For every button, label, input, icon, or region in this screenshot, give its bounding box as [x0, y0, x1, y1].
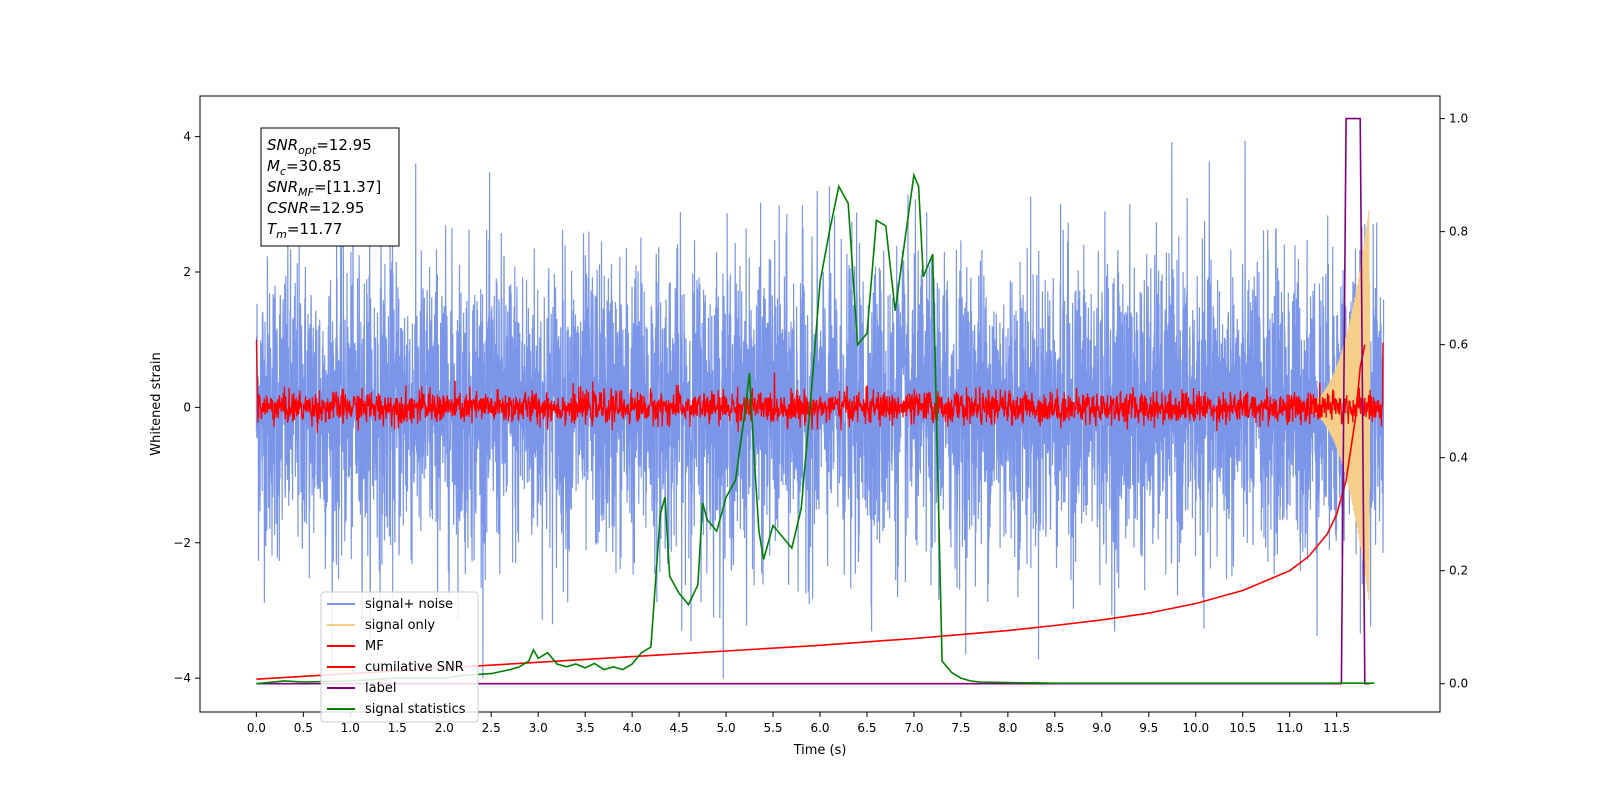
y-axis-label: Whitened strain	[149, 352, 164, 455]
series-signal-statistics	[256, 172, 1375, 685]
y-tick-right-label: 0.0	[1449, 677, 1468, 691]
x-tick-label: 0.5	[294, 721, 313, 735]
y-tick-left-label: 4	[183, 130, 191, 144]
legend-frame	[320, 591, 479, 723]
legend-label: signal only	[365, 618, 435, 633]
annotation-frame	[260, 127, 400, 247]
x-tick-label: 10.0	[1182, 721, 1209, 735]
legend-label: cumilative SNR	[365, 660, 464, 675]
x-tick-label: 3.5	[576, 721, 595, 735]
y-tick-left-label: −4	[173, 671, 191, 685]
annotation-line: SNRMF=[11.37]	[267, 178, 381, 199]
x-tick-label: 9.5	[1139, 721, 1158, 735]
y-tick-right-label: 0.6	[1449, 338, 1468, 352]
x-tick-label: 5.0	[717, 721, 736, 735]
y-tick-left-label: −2	[173, 536, 191, 550]
y-tick-left-label: 2	[183, 265, 191, 279]
axes-ticks: 0.0 0.5 1.0 1.5 2.0 2.5 3.0 3.5 4.0 4.5 5.0 5.5 6.0 6…	[173, 112, 1468, 735]
legend-label: signal statistics	[365, 702, 466, 717]
x-tick-label: 5.5	[763, 721, 782, 735]
y-tick-right-label: 0.2	[1449, 564, 1468, 578]
y-tick-right-label: 1.0	[1449, 112, 1468, 126]
x-tick-label: 4.5	[670, 721, 689, 735]
annotation-line: Tm=11.77	[267, 220, 342, 241]
y-tick-left-label: 0	[183, 400, 191, 414]
x-tick-label: 10.5	[1229, 721, 1256, 735]
x-tick-label: 2.5	[482, 721, 501, 735]
annotation-line: SNRopt=12.95	[267, 136, 372, 157]
y-tick-right-label: 0.4	[1449, 451, 1468, 465]
x-tick-label: 3.0	[529, 721, 548, 735]
legend-label: MF	[365, 639, 384, 654]
x-tick-label: 1.0	[341, 721, 360, 735]
series-mf	[255, 339, 1384, 433]
x-tick-label: 6.0	[810, 721, 829, 735]
annotation-line: CSNR=12.95	[267, 199, 364, 217]
x-tick-label: 6.5	[857, 721, 876, 735]
x-tick-label: 8.0	[998, 721, 1017, 735]
x-tick-label: 7.0	[904, 721, 923, 735]
x-tick-label: 9.0	[1092, 721, 1111, 735]
series-cumilative-snr	[256, 344, 1366, 680]
x-tick-label: 2.0	[435, 721, 454, 735]
x-axis-label: Time (s)	[793, 743, 847, 758]
x-tick-label: 7.5	[951, 721, 970, 735]
x-tick-label: 4.0	[623, 721, 642, 735]
x-tick-label: 1.5	[388, 721, 407, 735]
x-tick-label: 11.0	[1276, 721, 1303, 735]
annotation-box: SNRopt=12.95Mc=30.85SNRMF=[11.37]CSNR=12…	[260, 127, 400, 247]
legend: signal+ noise signal only MF cumilative SNR…	[320, 591, 479, 723]
legend-label: label	[365, 681, 396, 696]
annotation-line: Mc=30.85	[267, 157, 342, 178]
legend-label: signal+ noise	[365, 597, 453, 612]
y-tick-right-label: 0.8	[1449, 225, 1468, 239]
plot-area	[255, 117, 1385, 685]
x-tick-label: 11.5	[1323, 721, 1350, 735]
x-tick-label: 0.0	[247, 721, 266, 735]
x-tick-label: 8.5	[1045, 721, 1064, 735]
